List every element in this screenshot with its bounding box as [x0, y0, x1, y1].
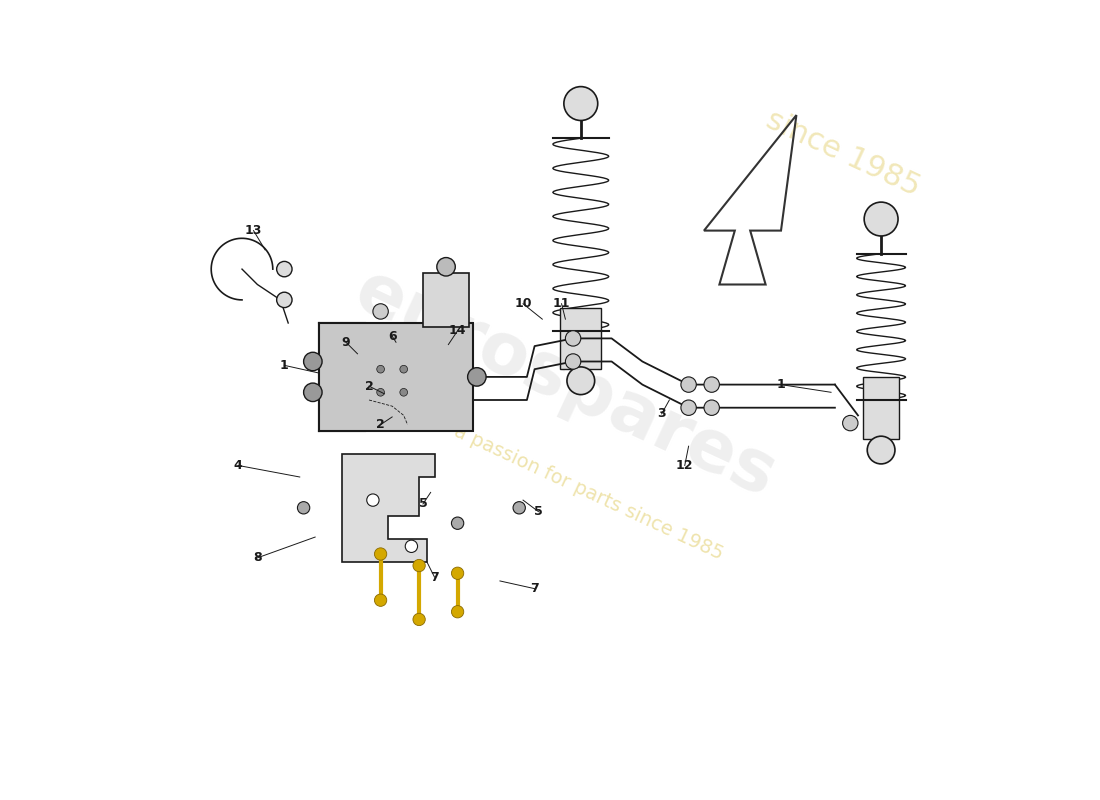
Circle shape — [565, 330, 581, 346]
Text: 6: 6 — [388, 330, 396, 342]
Text: 11: 11 — [553, 298, 570, 310]
Text: 12: 12 — [676, 459, 693, 472]
Text: 4: 4 — [234, 459, 242, 472]
Circle shape — [376, 366, 385, 373]
Circle shape — [451, 606, 464, 618]
Text: 8: 8 — [253, 551, 262, 564]
Text: 9: 9 — [342, 336, 350, 349]
Circle shape — [373, 304, 388, 319]
Circle shape — [681, 400, 696, 415]
Text: 3: 3 — [658, 407, 666, 420]
Circle shape — [412, 559, 426, 572]
Text: 13: 13 — [245, 224, 262, 237]
Circle shape — [304, 352, 322, 370]
Circle shape — [376, 389, 385, 396]
Circle shape — [704, 400, 719, 415]
Text: 5: 5 — [535, 505, 542, 518]
Text: 7: 7 — [530, 582, 539, 595]
Circle shape — [400, 366, 407, 373]
Text: 2: 2 — [365, 380, 373, 393]
Circle shape — [400, 389, 407, 396]
Circle shape — [374, 594, 387, 606]
Circle shape — [412, 614, 426, 626]
Circle shape — [374, 548, 387, 560]
Circle shape — [366, 494, 379, 506]
Bar — [319, 323, 473, 430]
Text: 1: 1 — [280, 359, 288, 372]
Circle shape — [304, 383, 322, 402]
Polygon shape — [342, 454, 435, 562]
Bar — [560, 308, 602, 370]
Circle shape — [451, 567, 464, 579]
Circle shape — [843, 415, 858, 430]
Circle shape — [437, 258, 455, 276]
Circle shape — [565, 354, 581, 369]
Text: 7: 7 — [430, 570, 439, 583]
Text: 14: 14 — [449, 324, 466, 338]
Circle shape — [277, 262, 293, 277]
Circle shape — [867, 436, 895, 464]
Circle shape — [681, 377, 696, 392]
Circle shape — [468, 368, 486, 386]
Text: 10: 10 — [515, 298, 531, 310]
Circle shape — [564, 86, 597, 121]
Text: 1: 1 — [777, 378, 785, 391]
Text: a passion for parts since 1985: a passion for parts since 1985 — [451, 422, 726, 563]
Circle shape — [513, 502, 526, 514]
Text: 5: 5 — [419, 498, 427, 510]
Text: since 1985: since 1985 — [761, 106, 924, 202]
Circle shape — [451, 517, 464, 530]
Circle shape — [297, 502, 310, 514]
Text: 2: 2 — [376, 418, 385, 431]
Bar — [864, 377, 899, 438]
Circle shape — [277, 292, 293, 307]
Bar — [422, 273, 469, 327]
Circle shape — [865, 202, 898, 236]
Circle shape — [405, 540, 418, 553]
Text: eurospares: eurospares — [344, 257, 786, 513]
Circle shape — [704, 377, 719, 392]
Circle shape — [566, 367, 595, 394]
